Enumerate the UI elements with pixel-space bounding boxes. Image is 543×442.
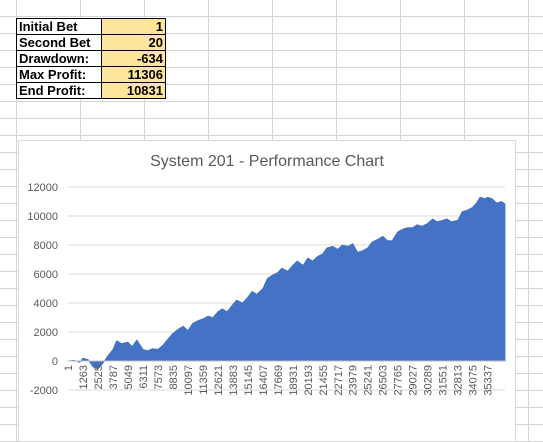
x-tick-label: 16407 <box>258 365 270 396</box>
y-tick-label: 2000 <box>34 327 58 339</box>
x-tick-label: 23979 <box>348 365 360 396</box>
x-tick-label: 18931 <box>288 365 300 396</box>
summary-label-cell[interactable]: Max Profit: <box>16 66 102 83</box>
y-tick-label: 6000 <box>34 269 58 281</box>
summary-value-cell[interactable]: 20 <box>101 34 166 51</box>
x-tick-label: 5049 <box>123 365 135 389</box>
summary-value-cell[interactable]: -634 <box>101 50 166 67</box>
performance-chart[interactable]: System 201 - Performance Chart -2000 0 200… <box>18 140 516 442</box>
x-tick-label: 7573 <box>153 365 165 389</box>
x-tick-label: 34075 <box>468 365 480 396</box>
y-tick-label: 8000 <box>34 240 58 252</box>
x-axis-tick-labels: 1 1263 2525 3787 5049 6311 7573 8835 10097 11359 1… <box>63 365 495 396</box>
x-tick-label: 15145 <box>243 365 255 396</box>
summary-table: Initial Bet 1 Second Bet 20 Drawdown: -6… <box>16 18 166 99</box>
y-tick-label: 0 <box>52 356 58 368</box>
y-tick-label: 10000 <box>27 211 58 223</box>
x-tick-label: 25241 <box>363 365 375 396</box>
x-tick-label: 22717 <box>333 365 345 396</box>
x-tick-label: 31551 <box>438 365 450 396</box>
x-tick-label: 8835 <box>168 365 180 389</box>
x-tick-label: 29027 <box>408 365 420 396</box>
y-tick-label: 4000 <box>34 298 58 310</box>
summary-label-cell[interactable]: End Profit: <box>16 82 102 99</box>
y-axis-tick-labels: -2000 0 2000 4000 6000 8000 10000 12000 <box>27 182 58 397</box>
summary-label-cell[interactable]: Drawdown: <box>16 50 102 67</box>
x-tick-label: 2525 <box>93 365 105 389</box>
summary-label-cell[interactable]: Second Bet <box>16 34 102 51</box>
x-tick-label: 1263 <box>78 365 90 389</box>
summary-value-cell[interactable]: 10831 <box>101 82 166 99</box>
summary-value-cell[interactable]: 1 <box>101 18 166 35</box>
x-tick-label: 32813 <box>453 365 465 396</box>
x-tick-label: 1 <box>63 365 75 371</box>
x-tick-label: 20193 <box>303 365 315 396</box>
y-tick-label: 12000 <box>27 182 58 194</box>
x-tick-label: 30289 <box>423 365 435 396</box>
chart-title: System 201 - Performance Chart <box>150 153 384 170</box>
series-area <box>67 196 506 370</box>
x-tick-label: 17669 <box>273 365 285 396</box>
x-tick-label: 13883 <box>228 365 240 396</box>
summary-value-cell[interactable]: 11306 <box>101 66 166 83</box>
chart-canvas: System 201 - Performance Chart -2000 0 200… <box>27 153 506 397</box>
x-tick-label: 21455 <box>318 365 330 396</box>
summary-row-drawdown: Drawdown: -634 <box>16 50 166 67</box>
summary-row-end-profit: End Profit: 10831 <box>16 82 166 99</box>
x-tick-label: 6311 <box>138 365 150 389</box>
summary-label-cell[interactable]: Initial Bet <box>16 18 102 35</box>
summary-row-max-profit: Max Profit: 11306 <box>16 66 166 83</box>
x-tick-label: 12621 <box>213 365 225 396</box>
x-tick-label: 10097 <box>183 365 195 396</box>
x-tick-label: 26503 <box>378 365 390 396</box>
y-tick-label: -2000 <box>30 385 58 397</box>
summary-row-initial-bet: Initial Bet 1 <box>16 18 166 35</box>
summary-row-second-bet: Second Bet 20 <box>16 34 166 51</box>
x-tick-label: 3787 <box>108 365 120 389</box>
x-tick-label: 27765 <box>393 365 405 396</box>
x-tick-label: 11359 <box>198 365 210 395</box>
x-tick-label: 35337 <box>483 365 495 396</box>
